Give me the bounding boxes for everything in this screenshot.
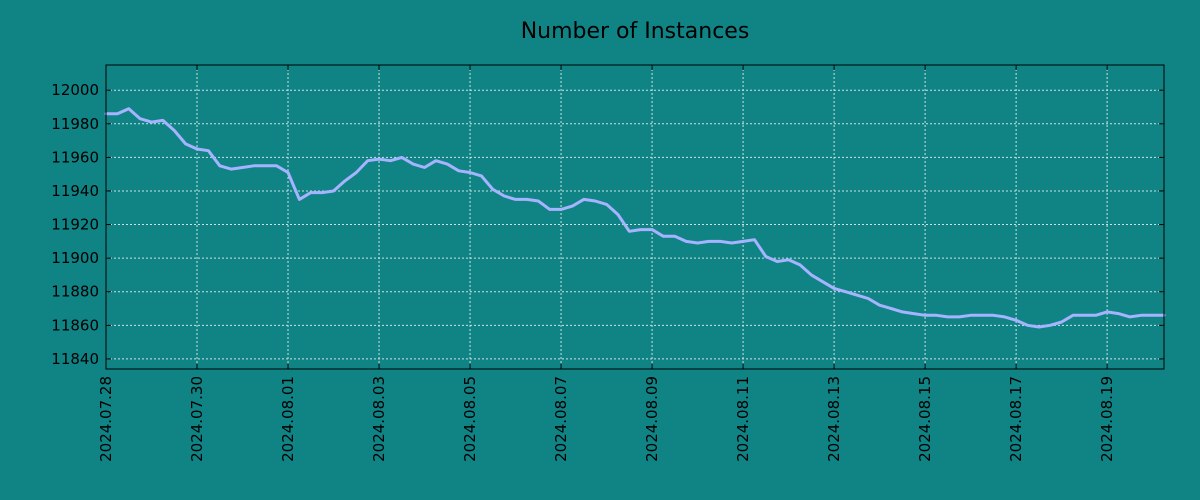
x-tick-label: 2024.07.28 — [97, 376, 115, 462]
x-tick-label: 2024.08.13 — [825, 376, 843, 462]
x-tick-label: 2024.08.11 — [734, 376, 752, 462]
x-tick-label: 2024.08.09 — [643, 376, 661, 462]
y-tick-label: 11900 — [51, 249, 99, 267]
x-tick-label: 2024.08.05 — [461, 376, 479, 462]
series-line — [104, 107, 1166, 329]
x-axis-ticks: 2024.07.28 2024.07.30 2024.08.01 2024.08.03… — [97, 65, 1116, 462]
y-tick-label: 11860 — [51, 316, 99, 334]
y-tick-label: 11940 — [51, 182, 99, 200]
x-tick-label: 2024.08.03 — [370, 376, 388, 462]
x-tick-label: 2024.08.01 — [279, 376, 297, 462]
x-tick-label: 2024.08.15 — [916, 376, 934, 462]
y-tick-label: 11840 — [51, 350, 99, 368]
y-tick-label: 11980 — [51, 115, 99, 133]
plot-area-border — [105, 64, 1165, 370]
x-tick-label: 2024.08.07 — [552, 376, 570, 462]
y-axis-ticks: 11840 11860 11880 11900 11920 11940 11960 11980… — [51, 81, 1164, 368]
chart-title: Number of Instances — [521, 19, 750, 44]
y-tick-label: 11960 — [51, 148, 99, 166]
x-tick-label: 2024.08.17 — [1007, 376, 1025, 462]
x-tick-label: 2024.08.19 — [1098, 376, 1116, 462]
y-tick-label: 12000 — [51, 81, 99, 99]
x-tick-label: 2024.07.30 — [188, 376, 206, 462]
y-tick-label: 11920 — [51, 216, 99, 234]
grid-lines — [105, 65, 1164, 369]
y-tick-label: 11880 — [51, 283, 99, 301]
